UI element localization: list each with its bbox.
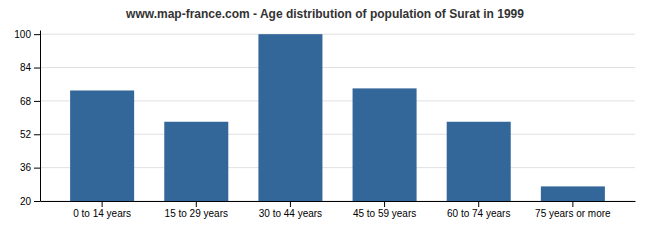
tick-mark — [34, 201, 40, 202]
axis-line — [40, 31, 41, 202]
y-tick: 20 — [20, 196, 40, 207]
tick-mark — [102, 201, 103, 207]
tick-mark — [34, 34, 40, 35]
x-tick: 75 years or more — [535, 201, 611, 219]
y-axis: 20 36 52 68 84 100 — [14, 29, 40, 207]
tick-label: 20 — [20, 196, 32, 207]
bar — [70, 90, 134, 201]
chart-container: 0 to 14 years 15 to 29 years 30 to 44 year… — [0, 0, 650, 229]
x-tick: 60 to 74 years — [447, 201, 510, 219]
bar — [353, 88, 417, 201]
tick-mark — [34, 68, 40, 69]
y-tick: 52 — [20, 129, 40, 140]
x-axis: 0 to 14 years 15 to 29 years 30 to 44 year… — [41, 201, 636, 219]
plot-area — [70, 34, 605, 201]
bar — [541, 186, 605, 201]
y-tick: 100 — [14, 29, 40, 40]
tick-mark — [384, 201, 385, 207]
chart-svg: 0 to 14 years 15 to 29 years 30 to 44 year… — [0, 0, 650, 229]
title: www.map-france.com - Age distribution of… — [125, 7, 524, 21]
tick-mark — [34, 168, 40, 169]
x-tick: 30 to 44 years — [259, 201, 322, 219]
tick-label: 84 — [20, 62, 32, 73]
x-tick: 15 to 29 years — [165, 201, 228, 219]
tick-label: 0 to 14 years — [73, 208, 131, 219]
tick-mark — [290, 201, 291, 207]
tick-label: 75 years or more — [535, 208, 611, 219]
tick-mark — [196, 201, 197, 207]
tick-label: 60 to 74 years — [447, 208, 510, 219]
grid-line — [40, 67, 635, 68]
x-tick: 0 to 14 years — [73, 201, 131, 219]
bar — [164, 122, 228, 201]
grid-line — [40, 34, 635, 35]
tick-mark — [572, 201, 573, 207]
bar — [258, 34, 322, 201]
tick-label: 45 to 59 years — [353, 208, 416, 219]
tick-mark — [34, 134, 40, 135]
tick-label: 100 — [14, 29, 31, 40]
tick-mark — [478, 201, 479, 207]
y-tick: 84 — [20, 62, 40, 73]
tick-label: 36 — [20, 162, 32, 173]
x-tick: 45 to 59 years — [353, 201, 416, 219]
y-tick: 68 — [20, 96, 40, 107]
tick-label: 52 — [20, 129, 32, 140]
tick-mark — [34, 101, 40, 102]
y-tick: 36 — [20, 162, 40, 173]
axis-line — [41, 201, 636, 202]
tick-label: 30 to 44 years — [259, 208, 322, 219]
bar — [447, 122, 511, 201]
tick-label: 15 to 29 years — [165, 208, 228, 219]
tick-label: 68 — [20, 96, 32, 107]
